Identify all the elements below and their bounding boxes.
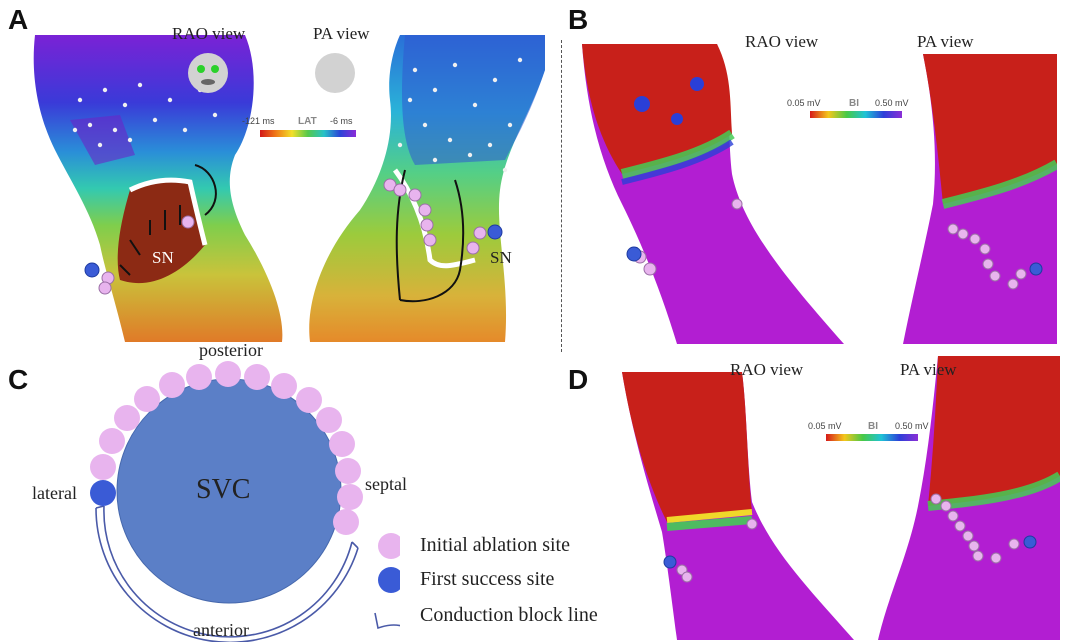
bi-scale-title-b: BI bbox=[849, 98, 859, 109]
sn-label-rao: SN bbox=[152, 248, 174, 267]
panel-letter-b: B bbox=[568, 4, 589, 35]
legend-success-label: First success site bbox=[420, 568, 555, 590]
septal-label: septal bbox=[365, 474, 407, 494]
pa-view-label-d: PA view bbox=[900, 360, 957, 379]
legend-ablation-marker bbox=[378, 533, 400, 559]
bi-scale-title-d: BI bbox=[868, 421, 878, 432]
bi-scale-min-d: 0.05 mV bbox=[808, 421, 842, 431]
bi-scale-min-b: 0.05 mV bbox=[787, 98, 821, 108]
bi-colorbar-b bbox=[810, 111, 902, 118]
sn-label-pa: SN bbox=[490, 248, 512, 267]
legend-block-line-label: Conduction block line bbox=[420, 604, 598, 626]
pa-view-label-a: PA view bbox=[313, 24, 370, 43]
lat-scale-max: -6 ms bbox=[330, 116, 353, 126]
svc-diagram bbox=[90, 361, 400, 642]
rao-bi-map-b bbox=[582, 44, 844, 344]
bi-scale-max-b: 0.50 mV bbox=[875, 98, 909, 108]
rao-view-label-a: RAO view bbox=[172, 24, 246, 43]
panel-divider bbox=[561, 40, 562, 352]
rao-lat-map bbox=[33, 35, 283, 342]
rao-head-icon bbox=[188, 53, 228, 93]
panel-letter-d: D bbox=[568, 364, 589, 395]
pa-head-icon bbox=[315, 53, 355, 93]
posterior-label: posterior bbox=[199, 340, 263, 360]
anterior-label: anterior bbox=[193, 620, 249, 640]
pa-lat-map bbox=[309, 35, 545, 342]
rao-view-label-b: RAO view bbox=[745, 32, 819, 51]
legend-block-line-marker bbox=[374, 612, 400, 630]
panel-letter-a: A bbox=[8, 4, 29, 35]
lat-scale-title: LAT bbox=[298, 116, 317, 127]
lat-scale-min: -121 ms bbox=[242, 116, 275, 126]
ablation-dots bbox=[90, 361, 363, 535]
lateral-label: lateral bbox=[32, 483, 77, 503]
bi-colorbar-d bbox=[826, 434, 918, 441]
panel-letter-c: C bbox=[8, 364, 29, 395]
bi-scale-max-d: 0.50 mV bbox=[895, 421, 929, 431]
lat-colorbar bbox=[260, 130, 356, 137]
pa-view-label-b: PA view bbox=[917, 32, 974, 51]
legend-success-marker bbox=[378, 567, 400, 593]
svc-label: SVC bbox=[196, 474, 251, 505]
success-dot bbox=[90, 480, 116, 506]
rao-view-label-d: RAO view bbox=[730, 360, 804, 379]
pa-bi-map-d bbox=[878, 356, 1060, 640]
pa-bi-map-b bbox=[903, 54, 1057, 344]
legend-ablation-label: Initial ablation site bbox=[420, 534, 570, 556]
rao-bi-map-d bbox=[622, 372, 854, 640]
